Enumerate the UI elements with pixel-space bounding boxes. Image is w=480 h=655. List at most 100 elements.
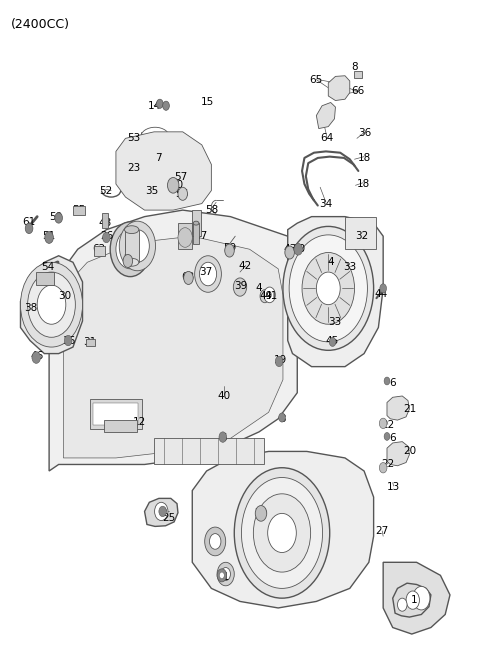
Text: 26: 26 <box>101 231 114 241</box>
Text: 33: 33 <box>328 317 341 328</box>
Text: 22: 22 <box>381 421 395 430</box>
Text: 14: 14 <box>147 101 161 111</box>
Circle shape <box>260 290 270 303</box>
Circle shape <box>397 598 407 611</box>
Polygon shape <box>328 76 350 100</box>
Text: 12: 12 <box>133 417 146 427</box>
Circle shape <box>178 228 192 248</box>
Text: 65: 65 <box>310 75 323 84</box>
Circle shape <box>116 230 144 269</box>
Circle shape <box>329 337 336 346</box>
Text: 54: 54 <box>42 262 55 272</box>
Text: 46: 46 <box>31 351 44 361</box>
Bar <box>36 272 54 285</box>
Text: 8: 8 <box>351 62 358 71</box>
Circle shape <box>279 413 285 422</box>
Polygon shape <box>49 210 297 471</box>
Circle shape <box>302 252 355 324</box>
Polygon shape <box>21 255 83 354</box>
Text: 48: 48 <box>99 218 112 228</box>
Circle shape <box>199 262 216 286</box>
Text: 32: 32 <box>355 231 368 241</box>
Text: 24: 24 <box>208 539 221 549</box>
Text: 70: 70 <box>125 241 138 251</box>
Polygon shape <box>387 396 409 420</box>
Text: 38: 38 <box>24 303 37 313</box>
Polygon shape <box>192 451 373 608</box>
Text: 33: 33 <box>343 263 356 272</box>
Text: 6: 6 <box>389 434 396 443</box>
Circle shape <box>209 534 221 550</box>
Bar <box>354 71 362 79</box>
Polygon shape <box>383 562 450 634</box>
Text: 62: 62 <box>93 244 106 254</box>
Circle shape <box>37 285 66 324</box>
Text: 45: 45 <box>325 335 339 346</box>
Text: 5: 5 <box>220 434 227 443</box>
Circle shape <box>168 178 179 193</box>
Circle shape <box>217 562 234 586</box>
Text: 47: 47 <box>194 231 207 241</box>
Circle shape <box>110 222 150 276</box>
Bar <box>86 339 96 346</box>
Text: 34: 34 <box>319 198 333 208</box>
Bar <box>192 210 201 236</box>
Polygon shape <box>288 217 383 367</box>
Text: 50: 50 <box>49 212 62 221</box>
Circle shape <box>55 213 62 223</box>
Text: 37: 37 <box>199 267 212 277</box>
Text: 7: 7 <box>156 153 162 163</box>
Circle shape <box>253 494 311 572</box>
Circle shape <box>234 468 330 598</box>
Circle shape <box>241 477 323 588</box>
Text: 35: 35 <box>145 185 159 196</box>
Text: 27: 27 <box>375 526 389 536</box>
Text: 21: 21 <box>403 404 416 414</box>
Circle shape <box>119 221 156 271</box>
Circle shape <box>413 586 430 610</box>
Text: 31: 31 <box>83 337 96 347</box>
Bar <box>90 400 142 428</box>
Text: 39: 39 <box>234 282 248 291</box>
Circle shape <box>283 227 373 350</box>
Circle shape <box>285 246 294 259</box>
Circle shape <box>195 255 221 292</box>
Text: 64: 64 <box>320 134 334 143</box>
Ellipse shape <box>124 226 139 234</box>
Circle shape <box>294 244 302 255</box>
Polygon shape <box>116 132 211 210</box>
Polygon shape <box>393 583 431 617</box>
Text: 61: 61 <box>23 217 36 227</box>
Text: 55: 55 <box>72 205 85 215</box>
Text: 11: 11 <box>216 572 230 582</box>
Text: 42: 42 <box>238 261 252 271</box>
Polygon shape <box>387 441 409 466</box>
Text: 3: 3 <box>280 414 286 424</box>
Circle shape <box>379 418 387 428</box>
Text: 36: 36 <box>359 128 372 138</box>
Bar <box>73 206 85 215</box>
Circle shape <box>289 235 367 342</box>
Circle shape <box>380 284 386 293</box>
Circle shape <box>25 223 33 234</box>
Text: 30: 30 <box>58 291 71 301</box>
Circle shape <box>178 187 188 200</box>
Polygon shape <box>63 236 283 458</box>
Circle shape <box>45 232 53 244</box>
Circle shape <box>125 230 149 262</box>
Circle shape <box>316 272 340 305</box>
Circle shape <box>217 569 227 582</box>
Text: 6: 6 <box>389 378 396 388</box>
Text: 59: 59 <box>223 243 236 253</box>
Text: 63: 63 <box>181 272 194 282</box>
Text: 43: 43 <box>283 244 296 254</box>
Ellipse shape <box>193 221 199 225</box>
Circle shape <box>64 335 72 346</box>
Bar <box>94 403 138 425</box>
Text: 23: 23 <box>127 162 141 173</box>
Circle shape <box>32 352 40 364</box>
Text: 52: 52 <box>99 185 112 196</box>
Text: 41: 41 <box>264 291 277 301</box>
Text: 13: 13 <box>387 482 400 493</box>
Circle shape <box>221 567 230 580</box>
